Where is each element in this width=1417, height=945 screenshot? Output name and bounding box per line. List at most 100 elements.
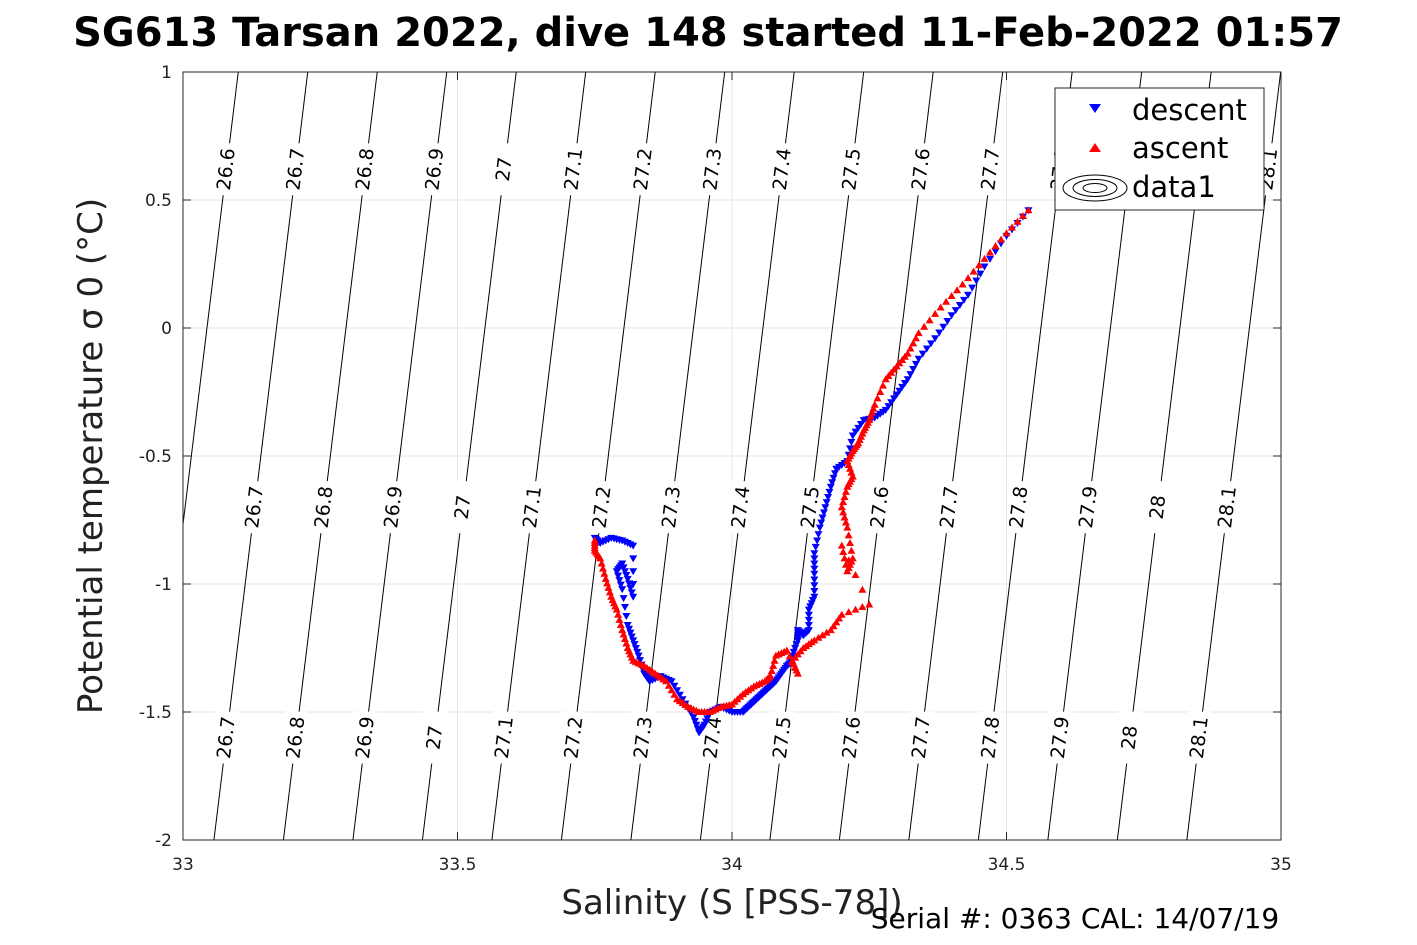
- isopycnal-label-bg: [909, 711, 934, 764]
- descent-point: [848, 432, 857, 440]
- descent-point: [804, 616, 813, 624]
- descent-point: [622, 613, 631, 620]
- descent-point: [817, 519, 826, 527]
- isopycnal-label: 28: [1117, 724, 1142, 751]
- ascent-point: [947, 292, 956, 299]
- series-ascent: [590, 206, 1033, 715]
- isopycnal-label-bg: [451, 481, 476, 534]
- ascent-point: [1013, 217, 1022, 225]
- descent-point: [857, 421, 866, 428]
- ascent-point: [622, 639, 631, 647]
- isopycnal-label: 27.5: [769, 715, 796, 760]
- descent-point: [906, 371, 915, 379]
- ascent-point: [619, 630, 628, 638]
- isopycnal-label-bg: [798, 481, 823, 534]
- descent-point: [629, 568, 638, 576]
- ascent-point: [844, 531, 853, 539]
- ascent-point: [598, 564, 607, 572]
- ascent-point: [858, 603, 867, 611]
- ascent-point: [826, 626, 835, 634]
- descent-point: [887, 399, 896, 407]
- legend: descent ascent data1: [1054, 87, 1265, 211]
- descent-point: [828, 479, 837, 487]
- ascent-point: [958, 280, 967, 288]
- isopycnal-label-bg: [283, 143, 308, 196]
- isopycnal-label-bg: [1187, 711, 1212, 764]
- descent-point: [629, 555, 638, 563]
- ascent-point: [788, 658, 797, 666]
- isopycnal-label-bg: [214, 711, 239, 764]
- isopycnal-label-bg: [631, 143, 656, 196]
- isopycnal-label: 27.4: [769, 147, 796, 192]
- descent-point: [895, 387, 904, 395]
- descent-point: [615, 577, 624, 585]
- ascent-point: [839, 508, 848, 516]
- ascent-point: [618, 626, 627, 634]
- descent-point: [922, 345, 931, 353]
- descent-point: [811, 543, 820, 551]
- descent-point: [818, 514, 827, 522]
- ascent-point: [843, 482, 852, 490]
- descent-point: [898, 383, 907, 391]
- isopycnal-label: 27.9: [1075, 485, 1102, 530]
- descent-point: [810, 582, 819, 590]
- descent-point: [824, 493, 833, 501]
- ascent-point: [881, 375, 890, 383]
- isopycnal-label-bg: [561, 143, 586, 196]
- descent-point: [620, 604, 629, 612]
- ascent-point: [769, 661, 778, 669]
- isopycnal-label: 26.9: [421, 147, 448, 192]
- data-marks: [590, 206, 1033, 737]
- isopycnal-label: 26.7: [282, 147, 309, 192]
- descent-point: [810, 550, 819, 558]
- isopycnal-label: 27: [423, 724, 448, 751]
- ascent-point: [840, 513, 849, 521]
- isopycnal-label-bg: [561, 711, 586, 764]
- isopycnal-label-bg: [937, 481, 962, 534]
- legend-box: [1054, 87, 1265, 211]
- ascent-point: [851, 571, 860, 579]
- ascent-point: [791, 663, 800, 671]
- ascent-point: [846, 539, 855, 547]
- y-tick-label: -2: [155, 831, 172, 851]
- descent-point: [900, 380, 909, 388]
- legend-descent-marker: [1089, 104, 1101, 113]
- ascent-point: [841, 518, 850, 526]
- ascent-point: [909, 339, 918, 347]
- ascent-point: [975, 261, 984, 269]
- isopycnal-label-bg: [631, 711, 656, 764]
- isopycnal-label: 27.4: [728, 485, 755, 530]
- ascent-point: [865, 600, 874, 608]
- isopycnal-label: 27.2: [589, 485, 616, 530]
- descent-point: [829, 474, 838, 482]
- ascent-point: [1018, 212, 1027, 219]
- isopycnal-label-bg: [590, 481, 615, 534]
- isopycnal-label: 27.8: [977, 715, 1004, 760]
- descent-point: [854, 424, 863, 432]
- y-tick-label: 0.5: [145, 191, 172, 211]
- isopycnal-label-bg: [729, 481, 754, 534]
- isopycnal-label: 27.7: [936, 485, 963, 530]
- descent-point: [629, 581, 638, 588]
- isopycnal-label: 27.7: [908, 715, 935, 760]
- ascent-point: [837, 541, 846, 549]
- isopycnal-label-bg: [1076, 481, 1101, 534]
- ascent-point: [664, 681, 673, 689]
- ascent-point: [841, 487, 850, 495]
- descent-point: [810, 570, 819, 578]
- isopycnal-label: 26.7: [213, 715, 240, 760]
- isopycnal-label-bg: [492, 143, 517, 196]
- isopycnal-label-bg: [1117, 711, 1142, 764]
- ascent-point: [931, 309, 940, 317]
- descent-point: [986, 255, 995, 263]
- ascent-point: [942, 297, 951, 305]
- ascent-point: [844, 608, 853, 616]
- legend-ascent-marker: [1089, 143, 1101, 152]
- x-tick-label: 34.5: [988, 855, 1026, 875]
- isopycnal-label: 27.3: [630, 715, 657, 760]
- axis-ticks: 33 33.5 34 34.5 35 1 0.5 0 -0.5 -1 -1.5 -2: [139, 63, 1292, 875]
- isopycnal-label: 27.2: [560, 715, 587, 760]
- descent-point: [980, 263, 989, 271]
- x-tick-label: 33: [172, 855, 194, 875]
